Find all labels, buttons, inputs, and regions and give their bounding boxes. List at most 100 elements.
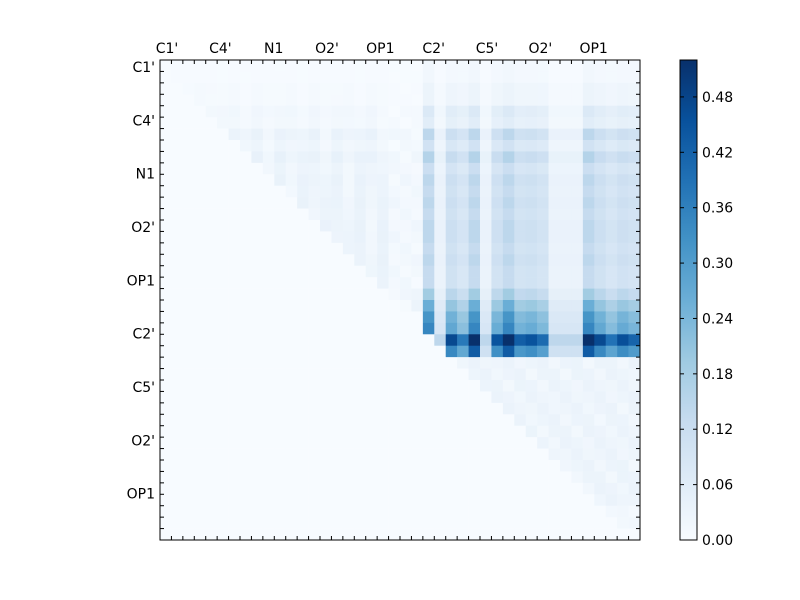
heatmap-cell bbox=[411, 311, 424, 324]
heatmap-cell bbox=[468, 437, 481, 449]
heatmap-cell bbox=[434, 300, 447, 312]
heatmap-cell bbox=[297, 185, 309, 198]
heatmap-cell bbox=[617, 494, 629, 507]
heatmap-cell bbox=[308, 162, 321, 175]
heatmap-cell bbox=[251, 482, 264, 495]
heatmap-cell bbox=[342, 505, 355, 518]
heatmap-cell bbox=[205, 345, 218, 358]
heatmap-cell bbox=[400, 402, 412, 415]
heatmap-cell bbox=[514, 208, 527, 221]
heatmap-cell bbox=[628, 528, 641, 541]
heatmap-cell bbox=[160, 517, 172, 529]
heatmap-cell bbox=[537, 448, 549, 461]
heatmap-cell bbox=[182, 265, 195, 278]
heatmap-cell bbox=[411, 82, 424, 95]
heatmap-cell bbox=[240, 425, 252, 438]
heatmap-cell bbox=[217, 334, 229, 347]
heatmap-cell bbox=[560, 197, 572, 209]
heatmap-cell bbox=[377, 265, 389, 278]
colorbar-tick-label: 0.18 bbox=[702, 367, 733, 383]
heatmap-cell bbox=[411, 71, 424, 84]
heatmap-cell bbox=[160, 231, 172, 244]
heatmap-cell bbox=[205, 528, 218, 541]
heatmap-cell bbox=[628, 300, 641, 312]
heatmap-cell bbox=[400, 277, 412, 289]
heatmap-cell bbox=[560, 151, 572, 164]
heatmap-cell bbox=[605, 494, 618, 507]
heatmap-cell bbox=[205, 242, 218, 255]
heatmap-cell bbox=[194, 151, 207, 164]
heatmap-cell bbox=[491, 471, 504, 484]
heatmap-cell bbox=[502, 197, 515, 209]
heatmap-cell bbox=[365, 185, 378, 198]
heatmap-cell bbox=[342, 128, 355, 141]
heatmap-cell bbox=[571, 197, 584, 209]
heatmap-cell bbox=[605, 517, 618, 529]
heatmap-cell bbox=[422, 117, 435, 129]
heatmap-cell bbox=[605, 174, 618, 187]
heatmap-cell bbox=[617, 254, 629, 267]
heatmap-cell bbox=[228, 494, 241, 507]
heatmap-cell bbox=[605, 334, 618, 347]
heatmap-cell bbox=[525, 334, 538, 347]
heatmap-cell bbox=[502, 208, 515, 221]
heatmap-cell bbox=[491, 71, 504, 84]
heatmap-cell bbox=[354, 242, 367, 255]
heatmap-cell bbox=[617, 460, 629, 472]
heatmap-cell bbox=[605, 448, 618, 461]
heatmap-cell bbox=[354, 482, 367, 495]
heatmap-cell bbox=[411, 402, 424, 415]
heatmap-cell bbox=[388, 368, 401, 381]
heatmap-cell bbox=[182, 60, 195, 72]
heatmap-cell bbox=[228, 231, 241, 244]
heatmap-cell bbox=[617, 174, 629, 187]
heatmap-cell bbox=[571, 482, 584, 495]
heatmap-cell bbox=[354, 71, 367, 84]
heatmap-cell bbox=[468, 528, 481, 541]
heatmap-cell bbox=[194, 494, 207, 507]
heatmap-cell bbox=[537, 151, 549, 164]
heatmap-cell bbox=[571, 128, 584, 141]
heatmap-cell bbox=[525, 471, 538, 484]
heatmap-cell bbox=[502, 265, 515, 278]
heatmap-cell bbox=[251, 197, 264, 209]
heatmap-cell bbox=[342, 391, 355, 404]
heatmap-cell bbox=[365, 380, 378, 392]
heatmap-cell bbox=[548, 300, 561, 312]
heatmap-cell bbox=[217, 128, 229, 141]
heatmap-cell bbox=[205, 494, 218, 507]
heatmap-cell bbox=[434, 517, 447, 529]
heatmap-cell bbox=[365, 300, 378, 312]
heatmap-cell bbox=[617, 528, 629, 541]
heatmap-cell bbox=[514, 460, 527, 472]
heatmap-cell bbox=[388, 357, 401, 369]
heatmap-cell bbox=[537, 128, 549, 141]
heatmap-cell bbox=[205, 505, 218, 518]
heatmap-cell bbox=[582, 414, 595, 427]
heatmap-cell bbox=[377, 220, 389, 232]
heatmap-cell bbox=[457, 197, 469, 209]
heatmap-cell bbox=[605, 117, 618, 129]
heatmap-cell bbox=[320, 517, 332, 529]
heatmap-cell bbox=[480, 140, 492, 152]
heatmap-cell bbox=[274, 448, 287, 461]
heatmap-cell bbox=[377, 322, 389, 335]
heatmap-cell bbox=[411, 494, 424, 507]
heatmap-cell bbox=[262, 265, 275, 278]
heatmap-cell bbox=[525, 494, 538, 507]
heatmap-cell bbox=[605, 197, 618, 209]
heatmap-cell bbox=[502, 448, 515, 461]
heatmap-cell bbox=[217, 105, 229, 118]
heatmap-cell bbox=[251, 334, 264, 347]
heatmap-cell bbox=[160, 94, 172, 107]
heatmap-cell bbox=[274, 265, 287, 278]
heatmap-cell bbox=[502, 402, 515, 415]
heatmap-cell bbox=[320, 254, 332, 267]
heatmap-cell bbox=[422, 105, 435, 118]
heatmap-cell bbox=[240, 300, 252, 312]
heatmap-cell bbox=[400, 460, 412, 472]
heatmap-cell bbox=[400, 471, 412, 484]
heatmap-cell bbox=[480, 71, 492, 84]
y-tick-label: C5' bbox=[132, 380, 155, 396]
heatmap-cell bbox=[160, 437, 172, 449]
